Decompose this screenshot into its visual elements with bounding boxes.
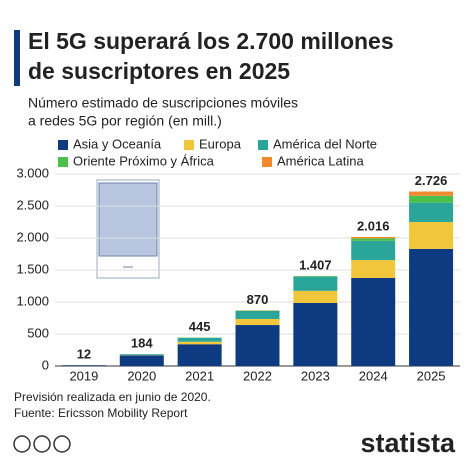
bar-segment xyxy=(351,240,396,261)
y-tick-label: 2.500 xyxy=(16,197,49,212)
legend-label: América Latina xyxy=(277,153,364,168)
legend-swatch xyxy=(58,140,68,150)
total-label: 445 xyxy=(189,319,211,334)
bar-segment xyxy=(177,337,222,342)
bar-segment xyxy=(293,302,338,366)
bar-segment xyxy=(293,290,338,303)
legend-label: Europa xyxy=(199,136,242,151)
license-icons xyxy=(13,435,71,453)
total-label: 2.726 xyxy=(415,173,448,188)
y-tick-label: 0 xyxy=(42,357,49,372)
bar-segment xyxy=(119,355,164,366)
chart-title: de suscriptores en 2025 xyxy=(28,58,290,84)
bar-segment xyxy=(177,344,222,366)
bar-segment xyxy=(119,354,164,356)
source: Fuente: Ericsson Mobility Report xyxy=(14,406,188,420)
bar-segment xyxy=(293,276,338,291)
subtitle: a redes 5G por región (en mill.) xyxy=(28,113,222,129)
legend-label: Oriente Próximo y África xyxy=(73,153,215,168)
total-label: 1.407 xyxy=(299,257,332,272)
x-tick-label: 2022 xyxy=(243,368,272,383)
bar-segment xyxy=(409,195,454,203)
bar-segment xyxy=(235,325,280,366)
placeholder-image xyxy=(96,179,160,279)
bar-segment xyxy=(409,191,454,196)
y-tick-label: 1.000 xyxy=(16,293,49,308)
bar-segment xyxy=(351,278,396,366)
legend-label: Asia y Oceanía xyxy=(73,136,162,151)
brand: statista xyxy=(360,428,456,458)
bar-segment xyxy=(351,238,396,241)
x-tick-label: 2020 xyxy=(127,368,156,383)
bar-segment xyxy=(409,222,454,249)
bar-segment xyxy=(409,248,454,366)
total-label: 870 xyxy=(247,292,269,307)
bar-segment xyxy=(351,260,396,278)
legend-swatch xyxy=(262,157,272,167)
legend-swatch xyxy=(258,140,268,150)
x-tick-label: 2021 xyxy=(185,368,214,383)
total-label: 184 xyxy=(131,336,153,351)
x-tick-label: 2023 xyxy=(301,368,330,383)
x-tick-label: 2025 xyxy=(417,368,446,383)
y-tick-label: 2.000 xyxy=(16,229,49,244)
legend-swatch xyxy=(184,140,194,150)
bar-segment xyxy=(235,318,280,326)
total-label: 2.016 xyxy=(357,218,390,233)
subtitle: Número estimado de suscripciones móviles xyxy=(28,95,298,111)
bar-segment xyxy=(61,365,106,366)
bar-segment xyxy=(235,310,280,319)
bar-segment xyxy=(177,341,222,345)
x-tick-label: 2024 xyxy=(359,368,388,383)
y-tick-label: 500 xyxy=(27,325,49,340)
legend-swatch xyxy=(58,157,68,167)
legend-label: América del Norte xyxy=(273,136,377,151)
note: Previsión realizada en junio de 2020. xyxy=(14,390,211,404)
y-tick-label: 3.000 xyxy=(16,165,49,180)
bar-segment xyxy=(351,236,396,239)
bar-segment xyxy=(293,276,338,277)
chart-title: El 5G superará los 2.700 millones xyxy=(28,28,394,54)
x-tick-label: 2019 xyxy=(69,368,98,383)
bar-segment xyxy=(409,202,454,222)
title-accent xyxy=(14,30,20,86)
y-tick-label: 1.500 xyxy=(16,261,49,276)
total-label: 12 xyxy=(77,347,91,362)
